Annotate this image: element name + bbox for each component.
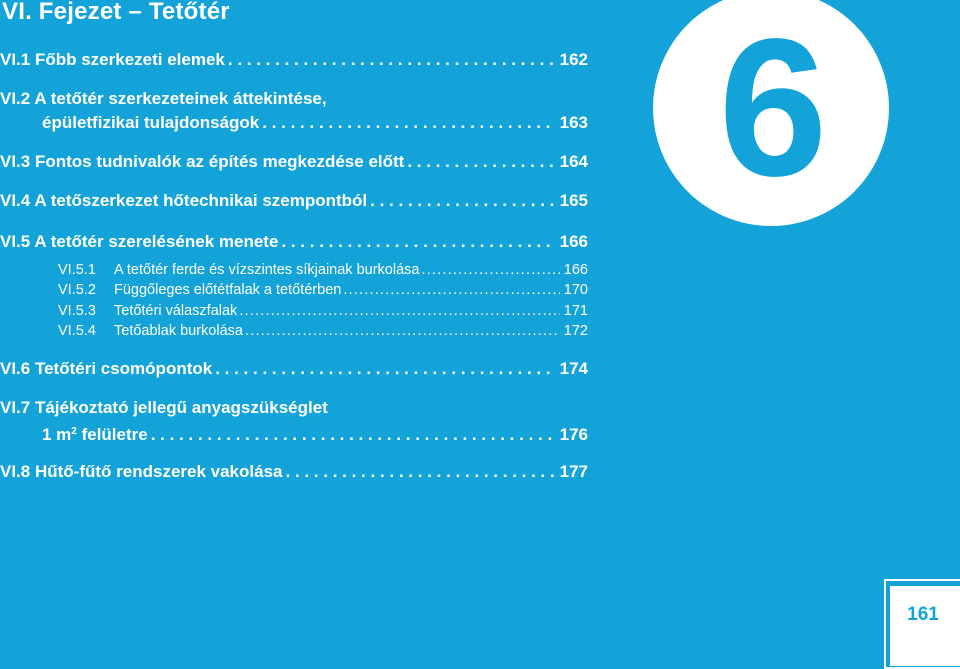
dot-leader — [421, 261, 559, 279]
dot-leader — [245, 322, 560, 340]
toc-entry-label: VI.1 Főbb szerkezeti elemek — [0, 50, 225, 69]
toc-entry-label: VI.3 Fontos tudnivalók az építés megkezd… — [0, 152, 405, 171]
toc-entry-label: épületfizikai tulajdonságok — [42, 113, 260, 132]
dot-leader — [407, 152, 553, 172]
unit-superscript: 2 — [71, 426, 77, 437]
dot-leader — [370, 191, 553, 211]
toc-entry-page: 174 — [559, 359, 588, 378]
chapter-number: 6 — [718, 0, 827, 217]
chapter-badge — [653, 0, 889, 226]
toc-entry-label-line1: VI.7 Tájékoztató jellegű anyagszükséglet — [0, 398, 328, 417]
chapter-title: VI. Fejezet – Tetőtér — [2, 0, 230, 25]
dot-leader — [228, 50, 554, 70]
toc-subentry-label: Tetőablak burkolása — [114, 323, 243, 339]
page-number: 161 — [907, 604, 939, 625]
toc-subentry-label: A tetőtér ferde és vízszintes síkjainak … — [114, 262, 420, 278]
page-number-box — [890, 586, 960, 666]
toc-subentry[interactable]: VI.5.1 A tetőtér ferde és vízszintes sík… — [58, 261, 588, 279]
dot-leader — [281, 232, 553, 252]
toc-entry-label: VI.8 Hűtő-fűtő rendszerek vakolása — [0, 462, 283, 481]
dot-leader — [285, 462, 553, 482]
toc-entry[interactable]: VI.6 Tetőtéri csomópontok 174 — [0, 359, 588, 379]
dot-leader — [215, 359, 553, 379]
toc-entry-label: VI.4 A tetőszerkezet hőtechnikai szempon… — [0, 191, 368, 210]
toc-subentry[interactable]: VI.5.2 Függőleges előtétfalak a tetőtérb… — [58, 281, 588, 299]
unit-text: 1 m — [42, 425, 72, 444]
toc-entry-label: 1 m2 felületre — [42, 422, 148, 445]
toc-entry[interactable]: VI.5 A tetőtér szerelésének menete 166 — [0, 232, 588, 252]
dot-leader — [262, 113, 553, 133]
toc-entry-page: 177 — [559, 462, 588, 481]
toc-subentry-page: 172 — [563, 323, 588, 339]
toc-entry-page: 163 — [559, 113, 588, 132]
toc-subentry[interactable]: VI.5.4 Tetőablak burkolása 172 — [58, 322, 588, 340]
toc-entry-label: VI.5 A tetőtér szerelésének menete — [0, 232, 279, 251]
toc-subentry-page: 170 — [563, 282, 588, 298]
toc-subentry-page: 171 — [563, 303, 588, 319]
toc-entry-page: 176 — [559, 425, 588, 444]
dot-leader — [151, 425, 554, 445]
dot-leader — [239, 302, 559, 320]
toc-entry-page: 166 — [559, 232, 588, 251]
toc-subentry-code: VI.5.4 — [58, 323, 96, 339]
toc-subentry-code: VI.5.1 — [58, 262, 96, 278]
toc-entry[interactable]: VI.1 Főbb szerkezeti elemek 162 — [0, 50, 588, 70]
toc-entry-page: 165 — [559, 191, 588, 210]
toc-entry-page: 164 — [559, 152, 588, 171]
toc-subentry-page: 166 — [563, 262, 588, 278]
toc-subentry-label: Tetőtéri válaszfalak — [114, 303, 238, 319]
label-tail: felületre — [76, 425, 148, 444]
toc-subentry-code: VI.5.3 — [58, 303, 96, 319]
toc-entry[interactable]: épületfizikai tulajdonságok 163 — [42, 113, 588, 133]
dot-leader — [343, 281, 559, 299]
toc-subentry-code: VI.5.2 — [58, 282, 96, 298]
toc-entry[interactable]: VI.4 A tetőszerkezet hőtechnikai szempon… — [0, 191, 588, 211]
toc-entry-label-line1: VI.2 A tetőtér szerkezeteinek áttekintés… — [0, 89, 327, 108]
toc-entry[interactable]: 1 m2 felületre 176 — [42, 422, 588, 445]
toc-subentry[interactable]: VI.5.3 Tetőtéri válaszfalak 171 — [58, 302, 588, 320]
toc-entry-page: 162 — [559, 50, 588, 69]
toc-subentry-label: Függőleges előtétfalak a tetőtérben — [114, 282, 342, 298]
toc-entry-label: VI.6 Tetőtéri csomópontok — [0, 359, 213, 378]
toc-entry[interactable]: VI.8 Hűtő-fűtő rendszerek vakolása 177 — [0, 462, 588, 482]
toc-entry[interactable]: VI.3 Fontos tudnivalók az építés megkezd… — [0, 152, 588, 172]
